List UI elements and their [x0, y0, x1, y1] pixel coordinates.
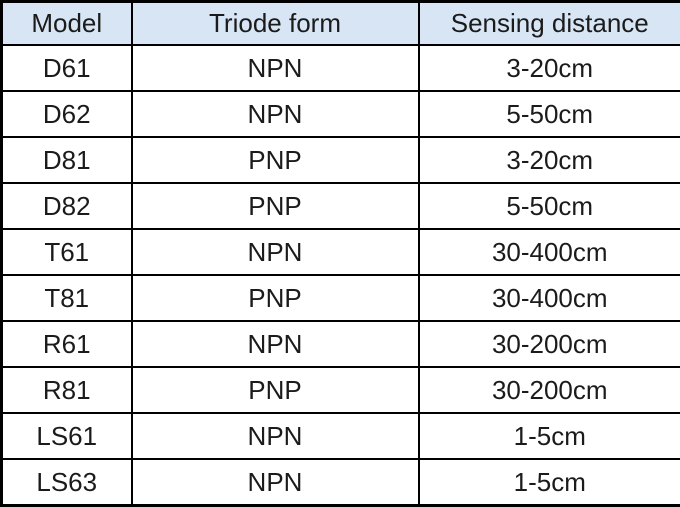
cell-model: D82: [0, 182, 133, 230]
header-row: Model Triode form Sensing distance: [0, 0, 680, 46]
cell-sensing-distance: 3-20cm: [417, 44, 680, 92]
cell-sensing-distance: 30-400cm: [417, 228, 680, 276]
table-row: T61 NPN 30-400cm: [0, 228, 680, 276]
table-row: LS63 NPN 1-5cm: [0, 458, 680, 507]
table-row: R81 PNP 30-200cm: [0, 366, 680, 414]
table-row: D81 PNP 3-20cm: [0, 136, 680, 184]
column-header-triode-form: Triode form: [130, 0, 420, 46]
cell-triode-form: PNP: [130, 274, 420, 322]
table-header: Model Triode form Sensing distance: [0, 0, 680, 46]
table-row: T81 PNP 30-400cm: [0, 274, 680, 322]
cell-sensing-distance: 3-20cm: [417, 136, 680, 184]
cell-sensing-distance: 5-50cm: [417, 182, 680, 230]
cell-triode-form: NPN: [130, 90, 420, 138]
cell-model: D61: [0, 44, 133, 92]
column-header-model: Model: [0, 0, 133, 46]
cell-sensing-distance: 5-50cm: [417, 90, 680, 138]
cell-triode-form: PNP: [130, 182, 420, 230]
cell-triode-form: NPN: [130, 412, 420, 460]
cell-model: R61: [0, 320, 133, 368]
cell-model: LS63: [0, 458, 133, 507]
column-header-sensing-distance: Sensing distance: [417, 0, 680, 46]
cell-sensing-distance: 1-5cm: [417, 458, 680, 507]
cell-sensing-distance: 30-200cm: [417, 366, 680, 414]
cell-triode-form: NPN: [130, 458, 420, 507]
cell-sensing-distance: 30-200cm: [417, 320, 680, 368]
cell-triode-form: NPN: [130, 320, 420, 368]
table-row: D61 NPN 3-20cm: [0, 44, 680, 92]
cell-model: T81: [0, 274, 133, 322]
cell-model: T61: [0, 228, 133, 276]
cell-sensing-distance: 1-5cm: [417, 412, 680, 460]
table-row: D82 PNP 5-50cm: [0, 182, 680, 230]
cell-model: D81: [0, 136, 133, 184]
cell-model: D62: [0, 90, 133, 138]
table-row: LS61 NPN 1-5cm: [0, 412, 680, 460]
cell-model: LS61: [0, 412, 133, 460]
table-row: R61 NPN 30-200cm: [0, 320, 680, 368]
table-body: D61 NPN 3-20cm D62 NPN 5-50cm D81 PNP 3-20cm D82 P…: [0, 44, 680, 507]
cell-model: R81: [0, 366, 133, 414]
cell-triode-form: NPN: [130, 44, 420, 92]
table-row: D62 NPN 5-50cm: [0, 90, 680, 138]
cell-triode-form: PNP: [130, 366, 420, 414]
cell-triode-form: PNP: [130, 136, 420, 184]
cell-sensing-distance: 30-400cm: [417, 274, 680, 322]
cell-triode-form: NPN: [130, 228, 420, 276]
